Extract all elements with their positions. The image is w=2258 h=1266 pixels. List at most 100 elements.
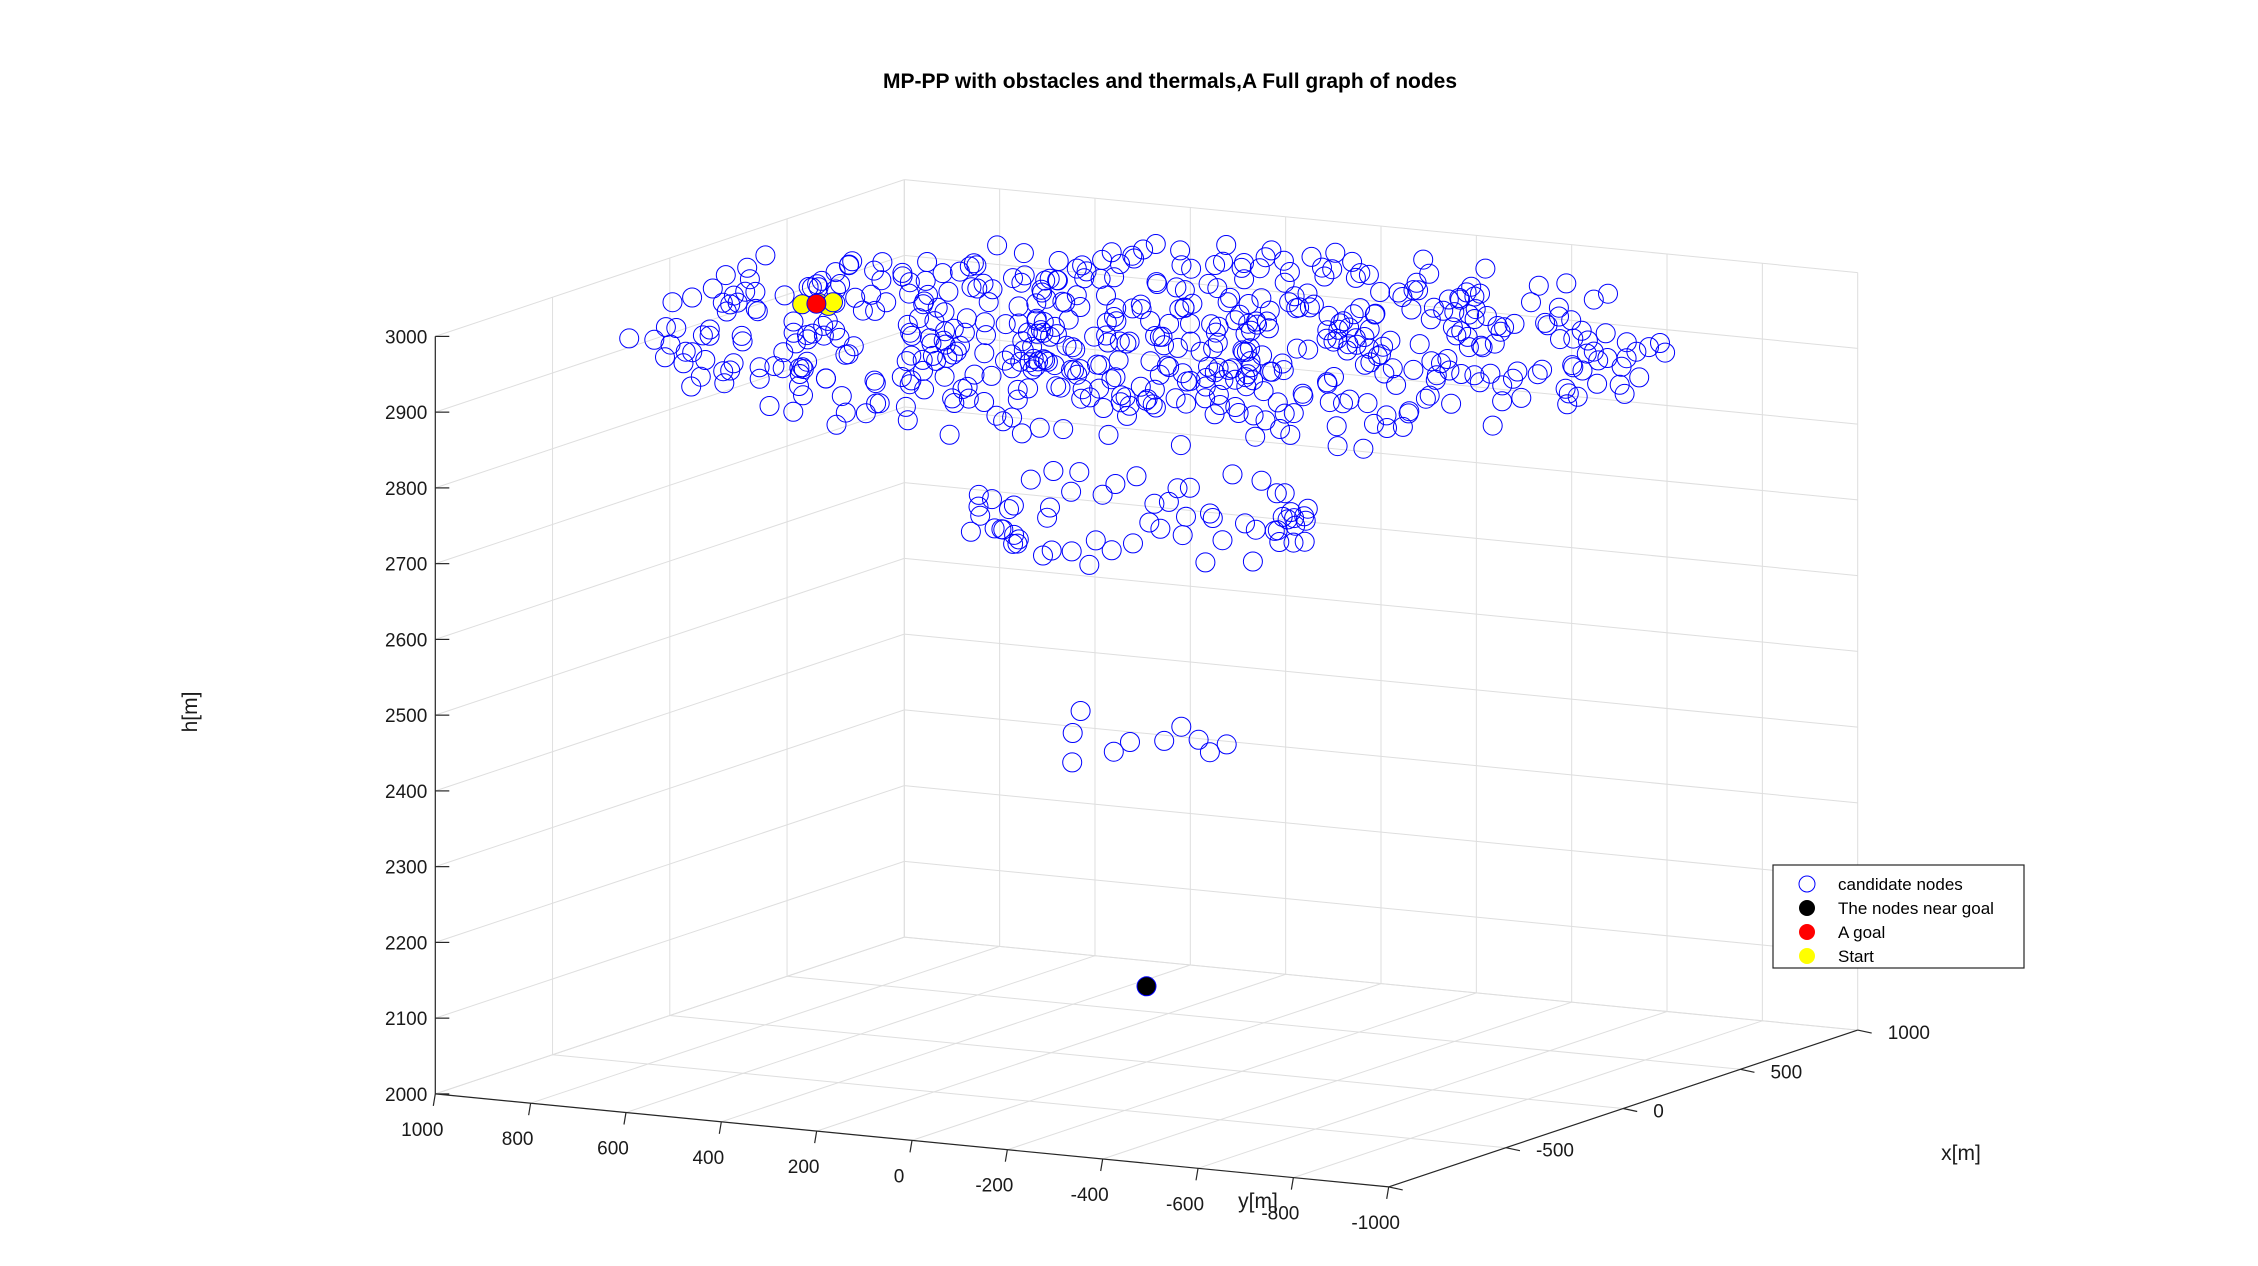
candidate-node (1145, 397, 1166, 418)
candidate-node (1273, 250, 1294, 271)
candidate-node (1257, 311, 1277, 332)
candidate-node (1003, 533, 1024, 554)
candidate-node (943, 344, 963, 365)
candidate-node (1074, 268, 1095, 289)
candidate-node (789, 364, 810, 384)
candidate-node (952, 379, 973, 399)
z-tick-label: 3000 (385, 327, 427, 348)
candidate-node (1119, 395, 1140, 416)
candidate-node (946, 341, 967, 362)
candidate-node (1089, 378, 1110, 399)
candidate-node (1065, 339, 1086, 360)
candidate-node (1234, 253, 1254, 273)
candidate-node (1298, 339, 1319, 360)
candidate-node (749, 357, 770, 378)
legend-label: The nodes near goal (1838, 899, 1994, 918)
x-tick-mark (1623, 1107, 1638, 1113)
candidate-node (1048, 251, 1069, 271)
candidate-node (1020, 469, 1041, 490)
candidate-node (1342, 251, 1363, 272)
candidate-node (1072, 255, 1093, 276)
candidate-node (815, 368, 836, 389)
candidate-node (1266, 483, 1287, 504)
candidate-node (1123, 533, 1143, 554)
candidate-node (1096, 285, 1116, 306)
candidate-node (1011, 272, 1032, 293)
grid-line (552, 1054, 1506, 1149)
candidate-node (968, 484, 989, 505)
z-tick-label: 2900 (385, 403, 427, 424)
candidate-node (813, 325, 834, 346)
candidate-node (1172, 363, 1193, 384)
candidate-node (976, 325, 996, 346)
x-tick-mark (1388, 1186, 1403, 1191)
y-tick-mark (1386, 1186, 1390, 1199)
candidate-node (1558, 383, 1579, 404)
candidate-node (1070, 297, 1091, 317)
grid-line (904, 709, 1858, 804)
candidate-node (1240, 351, 1261, 372)
candidate-node (1364, 413, 1384, 434)
candidate-node (1204, 404, 1225, 425)
candidate-node (1188, 729, 1209, 750)
legend-marker (1799, 924, 1815, 940)
candidate-node (1245, 519, 1266, 540)
y-tick-label: 200 (788, 1157, 820, 1178)
candidate-node (938, 281, 959, 302)
grid-lines (434, 179, 1859, 1188)
candidate-node (1343, 304, 1364, 325)
candidate-node (797, 325, 817, 346)
candidate-node (1130, 376, 1151, 397)
candidate-node (1195, 552, 1216, 573)
candidate-node (1098, 424, 1119, 445)
candidate-node (1325, 242, 1346, 263)
candidate-node (1205, 255, 1226, 275)
candidate-node (1200, 503, 1220, 524)
candidate-node (1464, 309, 1485, 329)
candidate-node (692, 325, 713, 346)
near-goal-node (1136, 976, 1157, 997)
candidate-node (909, 308, 929, 329)
candidate-node (1022, 336, 1043, 357)
candidate-node (1267, 392, 1288, 413)
legend-label: Start (1838, 947, 1874, 966)
candidate-node (1047, 270, 1068, 291)
candidate-node (1629, 367, 1650, 388)
candidate-node (993, 519, 1014, 540)
candidate-node (1503, 368, 1523, 389)
candidate-node (1255, 247, 1276, 268)
z-tick-label: 2700 (385, 555, 427, 576)
candidate-node (1272, 506, 1293, 527)
candidate-node (1041, 540, 1062, 561)
candidate-node (966, 255, 987, 276)
data-markers (619, 234, 1676, 997)
candidate-node (1388, 282, 1409, 303)
candidate-node (1027, 323, 1048, 344)
candidate-node (1179, 477, 1200, 498)
candidate-node (783, 401, 804, 422)
candidate-node (731, 325, 752, 346)
candidate-node (1339, 389, 1360, 410)
candidate-node (712, 292, 733, 313)
candidate-node (1386, 374, 1407, 395)
legend-label: A goal (1838, 923, 1885, 942)
z-axis-label: h[m] (179, 692, 202, 733)
z-tick-label: 2000 (385, 1085, 427, 1106)
candidate-node (1357, 393, 1378, 414)
candidate-node (1459, 304, 1480, 325)
candidate-node (826, 414, 847, 435)
candidate-node (1251, 288, 1272, 309)
candidate-node (1018, 378, 1039, 399)
candidate-node (864, 370, 885, 391)
grid-line (435, 936, 905, 1095)
candidate-node (1236, 341, 1257, 362)
candidate-node (1286, 338, 1307, 359)
candidate-node (999, 499, 1019, 520)
candidate-node (956, 308, 977, 329)
candidate-node (655, 347, 675, 368)
candidate-node (1492, 391, 1513, 412)
candidate-node (1327, 328, 1348, 349)
candidate-node (1261, 240, 1282, 261)
candidate-node (1044, 316, 1065, 337)
candidate-node (913, 360, 933, 381)
